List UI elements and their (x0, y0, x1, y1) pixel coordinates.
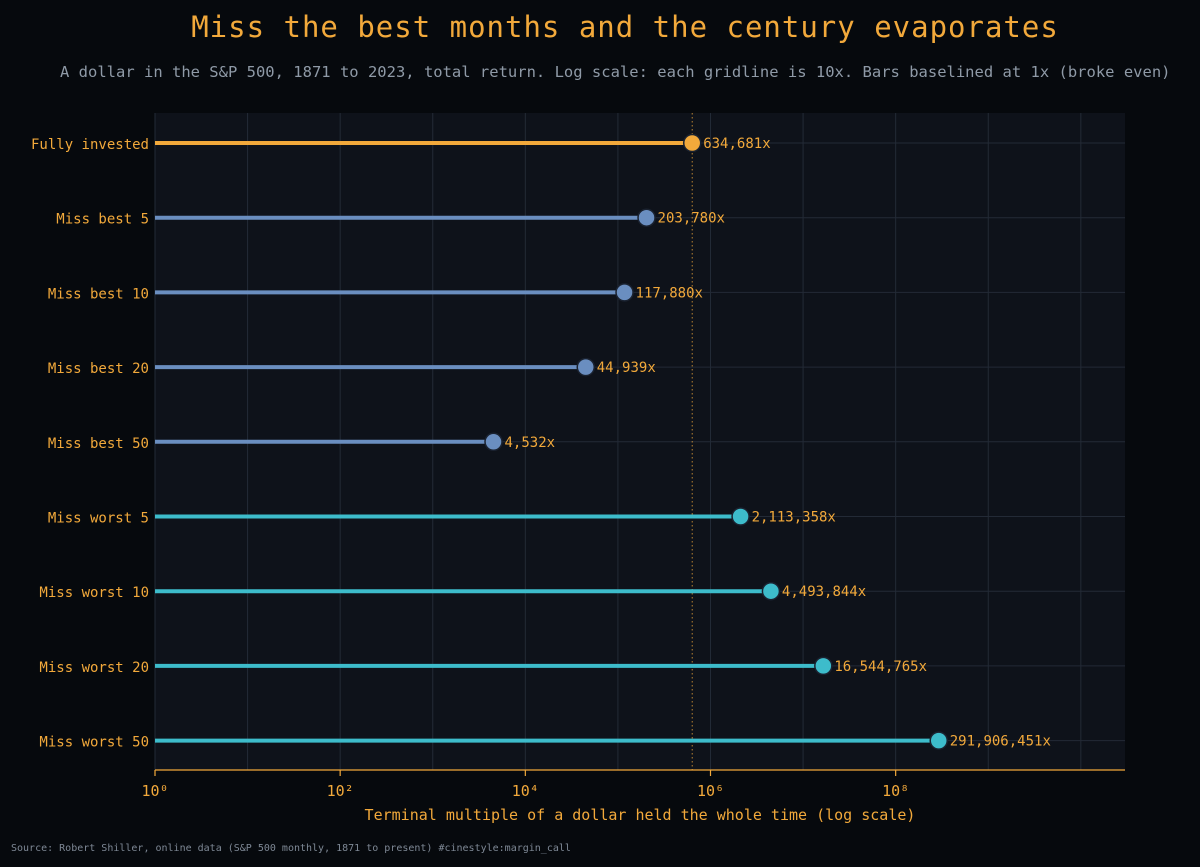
category-label: Miss best 10 (48, 286, 149, 302)
category-label: Miss worst 5 (48, 511, 149, 527)
category-label: Miss best 50 (48, 436, 149, 452)
category-label: Miss worst 50 (39, 735, 149, 751)
category-label: Miss worst 20 (39, 660, 149, 676)
value-label: 203,780x (658, 211, 725, 227)
x-tick-label: 10⁶ (697, 782, 724, 800)
value-label: 44,939x (597, 360, 656, 376)
value-label: 4,532x (505, 435, 556, 451)
category-label: Miss best 20 (48, 361, 149, 377)
bar-dot (637, 208, 656, 227)
category-label: Miss worst 10 (39, 585, 149, 601)
labels-group: 634,681x Fully invested 203,780x Miss best … (31, 136, 1051, 751)
bar-dot (484, 432, 503, 452)
value-label: 4,493,844x (782, 584, 866, 600)
value-label: 291,906,451x (950, 734, 1051, 750)
bar-dot (761, 581, 781, 601)
bar-dot (731, 507, 750, 526)
x-tick-label: 10⁸ (882, 782, 909, 800)
value-label: 16,544,765x (834, 659, 927, 675)
x-axis-label: Terminal multiple of a dollar held the w… (365, 806, 916, 824)
source-note: Source: Robert Shiller, online data (S&P… (11, 843, 571, 854)
bar-dot (682, 133, 702, 153)
category-label: Fully invested (31, 137, 149, 153)
bars-group (155, 133, 948, 750)
chart-subtitle: A dollar in the S&P 500, 1871 to 2023, t… (60, 63, 1171, 81)
value-label: 2,113,358x (752, 510, 836, 526)
value-label: 117,880x (636, 285, 703, 301)
bar-dot (814, 656, 833, 676)
x-tick-label: 10⁴ (512, 782, 539, 800)
x-tick-label: 10² (327, 782, 354, 800)
category-label: Miss best 5 (56, 212, 149, 228)
bar-dot (576, 357, 596, 377)
x-tick-label: 10⁰ (141, 782, 168, 800)
bar-dot (929, 731, 948, 750)
bar-dot (615, 283, 634, 302)
chart-title: Miss the best months and the century eva… (191, 10, 1059, 44)
x-axis: 10⁰ 10² 10⁴ 10⁶ 10⁸ (141, 769, 1125, 800)
value-label: 634,681x (703, 136, 770, 152)
